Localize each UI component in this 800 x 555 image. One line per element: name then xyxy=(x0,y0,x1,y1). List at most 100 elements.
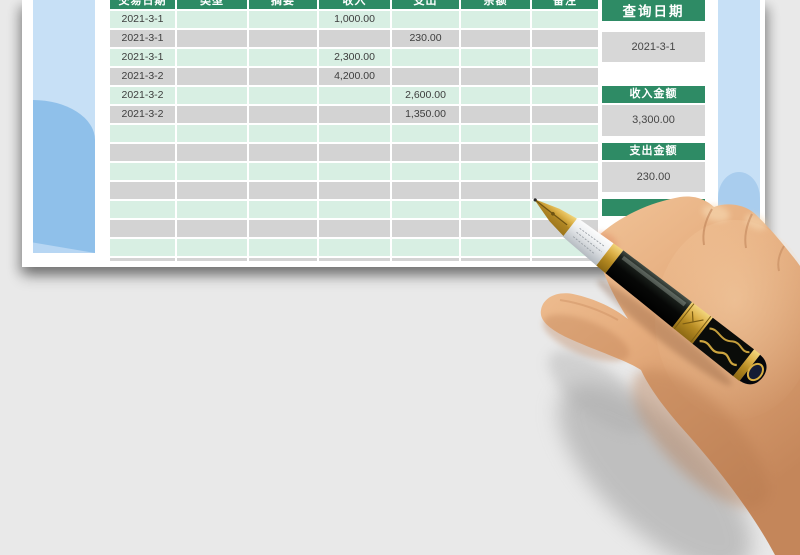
cell[interactable] xyxy=(319,163,390,180)
cell[interactable] xyxy=(532,182,598,199)
cell[interactable] xyxy=(110,201,175,218)
income-value[interactable]: 3,300.00 xyxy=(602,105,705,136)
column-header: 余额 xyxy=(461,0,530,9)
cell[interactable] xyxy=(249,106,317,123)
cell[interactable] xyxy=(461,220,530,237)
cell[interactable]: 2021-3-2 xyxy=(110,106,175,123)
cell[interactable] xyxy=(461,87,530,104)
cell[interactable] xyxy=(249,163,317,180)
cell[interactable] xyxy=(392,182,459,199)
cell[interactable]: 230.00 xyxy=(392,30,459,47)
cell[interactable]: 1,350.00 xyxy=(392,106,459,123)
cell[interactable] xyxy=(177,106,247,123)
cell[interactable]: 2021-3-1 xyxy=(110,30,175,47)
cell[interactable] xyxy=(249,239,317,256)
cell[interactable] xyxy=(532,201,598,218)
table-row: 2021-3-2 2,600.00 xyxy=(110,87,598,104)
cell[interactable] xyxy=(249,182,317,199)
cell[interactable] xyxy=(249,68,317,85)
cell[interactable] xyxy=(532,220,598,237)
cell[interactable] xyxy=(110,163,175,180)
cell[interactable] xyxy=(392,220,459,237)
cell[interactable] xyxy=(177,30,247,47)
cell[interactable] xyxy=(319,239,390,256)
table-row: 2021-3-1 2,300.00 xyxy=(110,49,598,66)
cell[interactable]: 2021-3-2 xyxy=(110,68,175,85)
cell[interactable] xyxy=(319,87,390,104)
cell[interactable] xyxy=(532,11,598,28)
cell[interactable] xyxy=(177,87,247,104)
cell[interactable] xyxy=(177,201,247,218)
cell[interactable] xyxy=(319,144,390,161)
expense-value[interactable]: 230.00 xyxy=(602,162,705,192)
cell[interactable] xyxy=(461,30,530,47)
cell[interactable] xyxy=(177,125,247,142)
cell[interactable] xyxy=(177,11,247,28)
cell[interactable] xyxy=(249,125,317,142)
cell[interactable]: 1,000.00 xyxy=(319,11,390,28)
cell[interactable] xyxy=(177,220,247,237)
cell[interactable] xyxy=(319,125,390,142)
cell[interactable] xyxy=(319,182,390,199)
cell[interactable] xyxy=(532,144,598,161)
cell[interactable] xyxy=(532,106,598,123)
cell[interactable] xyxy=(249,201,317,218)
cell[interactable] xyxy=(532,125,598,142)
cell[interactable]: 2,300.00 xyxy=(319,49,390,66)
cell[interactable] xyxy=(177,49,247,66)
cell[interactable] xyxy=(461,182,530,199)
cell[interactable] xyxy=(392,144,459,161)
cell[interactable] xyxy=(392,49,459,66)
cell[interactable] xyxy=(392,201,459,218)
cell[interactable] xyxy=(532,68,598,85)
cell[interactable] xyxy=(461,125,530,142)
cell[interactable] xyxy=(532,87,598,104)
cell[interactable] xyxy=(392,11,459,28)
cell[interactable]: 2021-3-2 xyxy=(110,87,175,104)
cell[interactable] xyxy=(532,30,598,47)
cell[interactable] xyxy=(461,49,530,66)
cell[interactable] xyxy=(392,125,459,142)
cell[interactable] xyxy=(177,239,247,256)
cell[interactable] xyxy=(461,239,530,256)
cell[interactable] xyxy=(461,144,530,161)
cell[interactable] xyxy=(249,220,317,237)
cell[interactable] xyxy=(110,144,175,161)
cell[interactable] xyxy=(532,239,598,256)
cell[interactable]: 2021-3-1 xyxy=(110,11,175,28)
cell[interactable]: 2021-3-1 xyxy=(110,49,175,66)
cell[interactable] xyxy=(110,125,175,142)
cell[interactable] xyxy=(532,49,598,66)
table-row: 2021-3-1 230.00 xyxy=(110,30,598,47)
cell[interactable] xyxy=(177,144,247,161)
cell[interactable] xyxy=(319,201,390,218)
cell[interactable] xyxy=(110,239,175,256)
cell[interactable] xyxy=(461,106,530,123)
cell[interactable] xyxy=(110,182,175,199)
cell[interactable] xyxy=(461,68,530,85)
cell[interactable] xyxy=(249,144,317,161)
cell[interactable] xyxy=(249,30,317,47)
cell[interactable] xyxy=(319,220,390,237)
cell[interactable] xyxy=(249,49,317,66)
cell[interactable] xyxy=(461,11,530,28)
cell[interactable] xyxy=(392,239,459,256)
cell[interactable]: 2,600.00 xyxy=(392,87,459,104)
cell[interactable] xyxy=(392,163,459,180)
cell[interactable] xyxy=(461,163,530,180)
query-date-value[interactable]: 2021-3-1 xyxy=(602,32,705,62)
cell[interactable] xyxy=(110,220,175,237)
cell[interactable] xyxy=(319,30,390,47)
wrist-shadow xyxy=(558,383,752,555)
cell[interactable] xyxy=(177,163,247,180)
cell[interactable] xyxy=(249,87,317,104)
cell[interactable] xyxy=(249,11,317,28)
cell[interactable] xyxy=(392,68,459,85)
cell[interactable] xyxy=(319,106,390,123)
cell[interactable] xyxy=(461,201,530,218)
cell[interactable] xyxy=(532,163,598,180)
cell[interactable] xyxy=(177,68,247,85)
cell[interactable]: 4,200.00 xyxy=(319,68,390,85)
cell[interactable] xyxy=(177,182,247,199)
column-header: 支出 xyxy=(392,0,459,9)
